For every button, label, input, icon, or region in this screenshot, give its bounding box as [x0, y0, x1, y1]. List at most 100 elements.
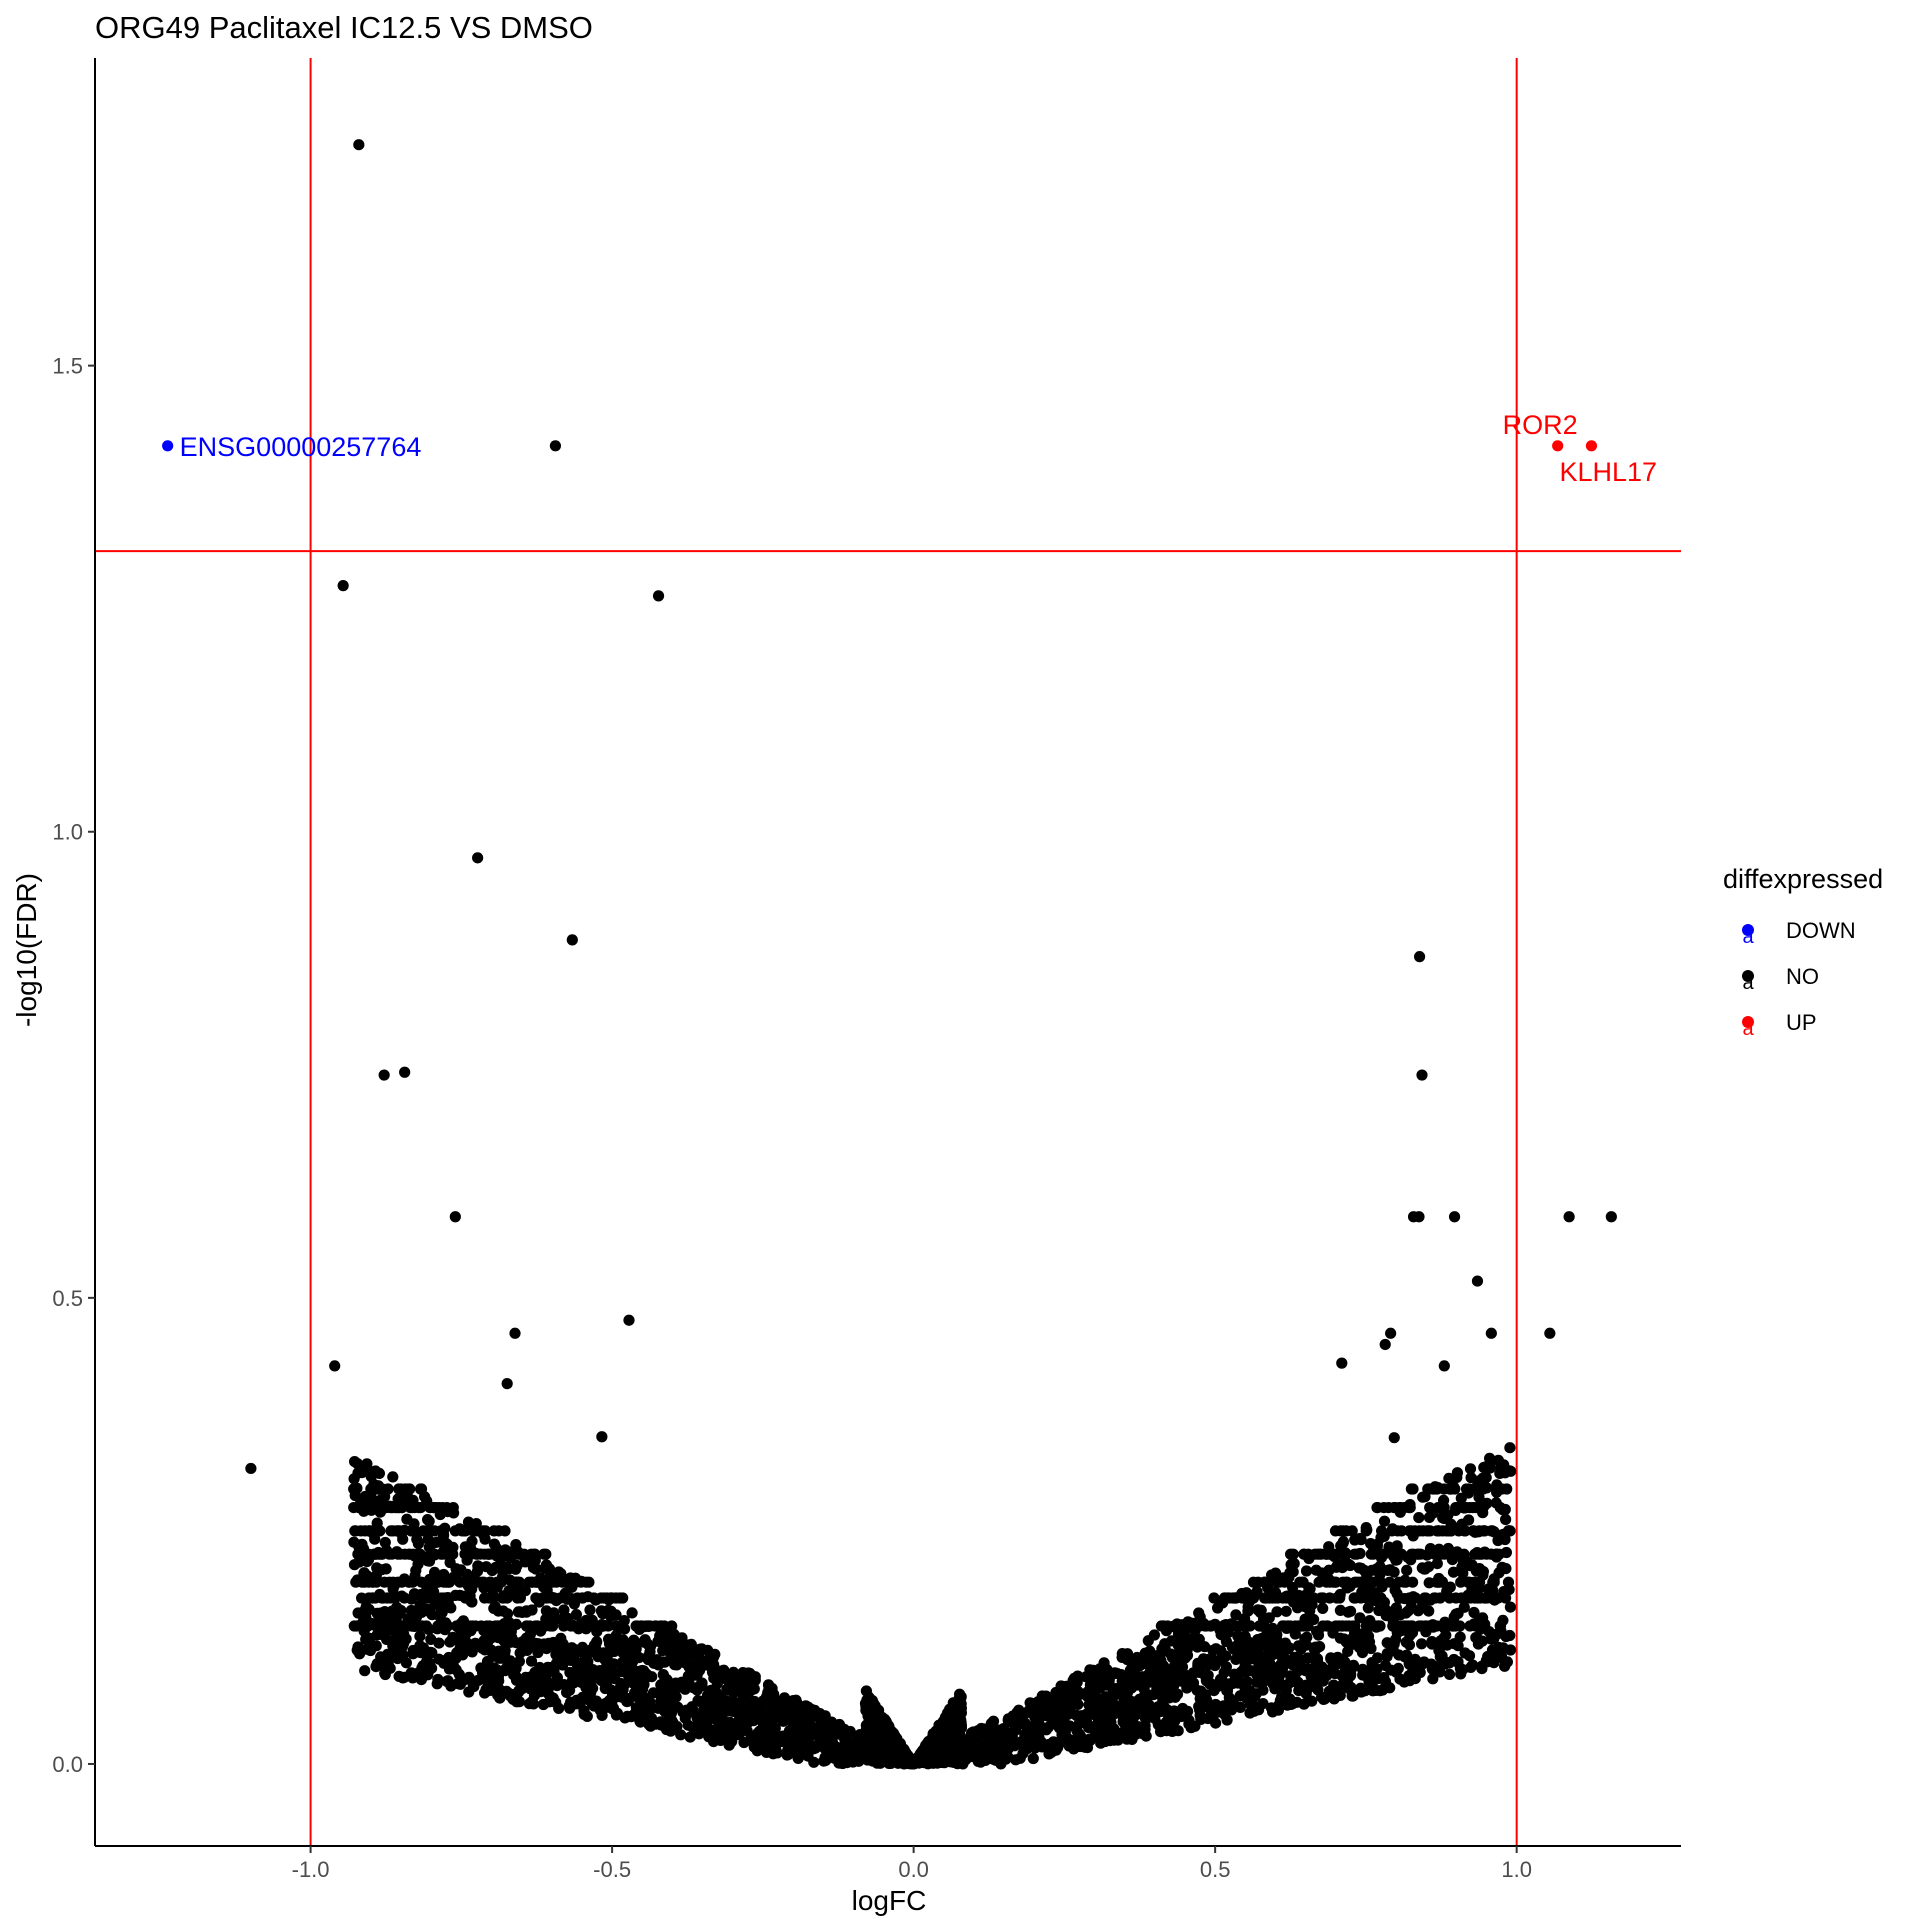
- data-point-no: [1068, 1743, 1080, 1755]
- data-point-no: [1404, 1629, 1416, 1642]
- data-point-no: [425, 1633, 437, 1645]
- data-point-no: [603, 1638, 616, 1650]
- data-point-no: [1298, 1620, 1310, 1632]
- data-point-no: [1393, 1576, 1405, 1588]
- data-point-no: [1172, 1725, 1184, 1737]
- data-point-no: [1499, 1503, 1511, 1516]
- data-point-no: [526, 1576, 538, 1588]
- data-point-no: [1382, 1564, 1394, 1576]
- data-point-no: [819, 1751, 831, 1763]
- data-point-up: [1552, 440, 1564, 452]
- data-point-no: [1491, 1548, 1503, 1560]
- data-point-no: [1277, 1620, 1289, 1632]
- data-point-no: [1336, 1669, 1348, 1682]
- data-point-no: [409, 1525, 421, 1537]
- data-point-no: [1450, 1592, 1462, 1604]
- data-point-no: [1070, 1692, 1082, 1704]
- data-point-no: [566, 934, 578, 946]
- data-point-no: [1119, 1700, 1131, 1712]
- data-point-no: [461, 1637, 473, 1649]
- data-point-no: [1496, 1465, 1509, 1477]
- data-point-no: [524, 1620, 536, 1632]
- data-point-no: [1402, 1551, 1414, 1563]
- data-point-no: [509, 1327, 521, 1339]
- data-point-no: [364, 1632, 376, 1644]
- data-point-no: [1248, 1705, 1260, 1717]
- data-point-no: [757, 1695, 770, 1707]
- data-point-no: [453, 1668, 465, 1680]
- point-label-ror2: ROR2: [1503, 410, 1578, 440]
- data-point-no: [837, 1742, 849, 1754]
- y-tick-label: 1.5: [52, 354, 83, 379]
- data-point-no: [1126, 1725, 1138, 1738]
- data-point-no: [1288, 1596, 1300, 1608]
- data-point-no: [527, 1562, 540, 1574]
- data-point-no: [680, 1704, 692, 1716]
- data-point-no: [1485, 1633, 1497, 1645]
- data-point-no: [540, 1548, 552, 1560]
- data-point-no: [1062, 1733, 1074, 1745]
- data-point-no: [466, 1583, 478, 1595]
- data-point-no: [974, 1748, 987, 1760]
- data-point-no: [1175, 1670, 1187, 1682]
- data-point-no: [585, 1673, 598, 1685]
- data-point-no: [1156, 1646, 1168, 1658]
- data-point-no: [965, 1745, 977, 1757]
- data-point-no: [1386, 1525, 1398, 1537]
- data-point-no: [1242, 1620, 1254, 1632]
- data-point-no: [1072, 1670, 1084, 1682]
- data-point-no: [1137, 1674, 1149, 1686]
- data-point-no: [1116, 1651, 1128, 1663]
- data-point-no: [711, 1677, 724, 1689]
- data-point-no: [488, 1525, 500, 1537]
- data-point-no: [814, 1708, 826, 1720]
- data-point-no: [1286, 1659, 1299, 1671]
- data-point-no: [1401, 1564, 1413, 1576]
- data-point-no: [1294, 1576, 1306, 1588]
- data-point-no: [411, 1533, 423, 1545]
- data-point-no: [1016, 1739, 1028, 1751]
- data-point-no: [1284, 1693, 1296, 1705]
- data-point-no: [786, 1699, 798, 1711]
- data-point-no: [804, 1727, 816, 1739]
- data-point-no: [666, 1620, 678, 1632]
- data-point-no: [1443, 1657, 1455, 1669]
- data-point-no: [1504, 1601, 1516, 1613]
- data-point-no: [951, 1704, 964, 1716]
- data-point-no: [1427, 1673, 1439, 1685]
- data-point-no: [1240, 1592, 1253, 1604]
- data-point-no: [1500, 1563, 1512, 1575]
- data-point-no: [596, 1620, 609, 1632]
- data-point-no: [1391, 1540, 1403, 1552]
- data-point-no: [1194, 1666, 1206, 1678]
- data-point-no: [1161, 1719, 1173, 1731]
- data-point-no: [1181, 1682, 1193, 1694]
- data-point-no: [1412, 1605, 1424, 1617]
- data-point-no: [381, 1661, 393, 1674]
- data-point-no: [560, 1612, 572, 1624]
- data-point-no: [1152, 1719, 1164, 1731]
- data-point-no: [1388, 1432, 1400, 1444]
- data-point-no: [1169, 1663, 1181, 1675]
- data-point-no: [1390, 1633, 1402, 1646]
- data-point-no: [1242, 1646, 1255, 1658]
- data-point-no: [1144, 1711, 1157, 1723]
- data-point-no: [1471, 1502, 1483, 1514]
- data-point-no: [1214, 1654, 1226, 1666]
- data-point-no: [479, 1644, 491, 1656]
- data-point-no: [586, 1698, 598, 1710]
- data-point-no: [628, 1634, 640, 1646]
- data-point-no: [850, 1741, 862, 1753]
- data-point-no: [361, 1458, 373, 1470]
- data-point-no: [1413, 951, 1426, 963]
- data-point-no: [570, 1609, 583, 1621]
- data-point-no: [415, 1483, 427, 1495]
- data-point-no: [942, 1727, 954, 1739]
- data-point-no: [380, 1563, 392, 1575]
- data-point-no: [1052, 1697, 1064, 1709]
- data-point-no: [655, 1719, 667, 1731]
- data-point-no: [768, 1724, 780, 1736]
- data-point-no: [1219, 1592, 1231, 1604]
- data-point-no: [1100, 1713, 1112, 1725]
- data-point-no: [675, 1729, 687, 1741]
